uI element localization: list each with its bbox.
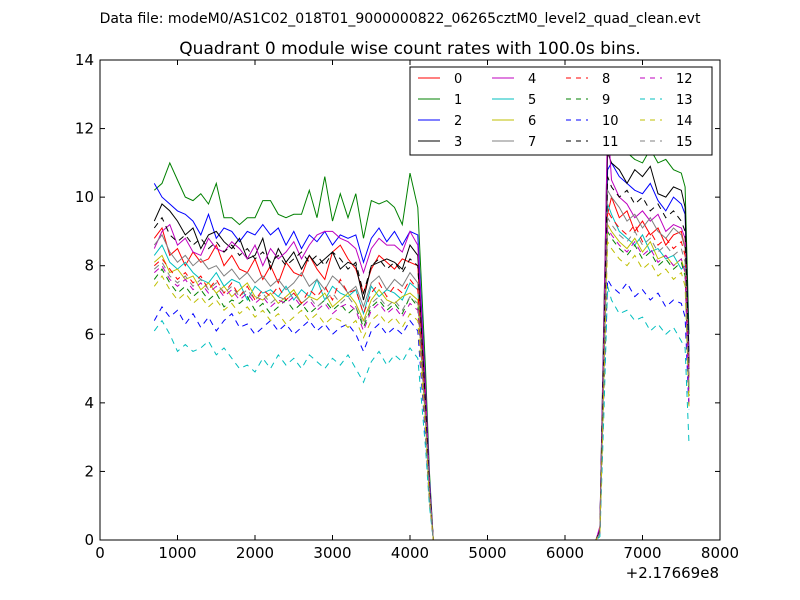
x-tick-label: 7000: [623, 544, 661, 562]
series-line-8: [153, 209, 690, 540]
series-line-14: [153, 239, 690, 540]
y-tick-label: 12: [75, 120, 94, 138]
x-tick-label: 3000: [313, 544, 351, 562]
x-tick-label: 8000: [701, 544, 739, 562]
y-tick-label: 2: [84, 462, 94, 480]
legend-label-7: 7: [528, 135, 536, 150]
x-tick-label: 5000: [468, 544, 506, 562]
legend-label-2: 2: [454, 114, 462, 129]
chart-suptitle: Data file: modeM0/AS1C02_018T01_90000008…: [100, 11, 701, 27]
y-tick-label: 0: [84, 531, 94, 549]
legend-label-4: 4: [528, 72, 536, 87]
series-layer: [153, 118, 690, 540]
series-line-9: [153, 229, 690, 540]
series-line-10: [153, 277, 690, 540]
x-tick-label: 0: [95, 544, 105, 562]
legend-label-14: 14: [676, 114, 693, 129]
x-tick-label: 2000: [236, 544, 274, 562]
legend-label-0: 0: [454, 72, 462, 87]
y-tick-label: 14: [75, 51, 94, 69]
legend-label-12: 12: [676, 72, 693, 87]
chart-title: Quadrant 0 module wise count rates with …: [179, 39, 640, 59]
y-tick-label: 10: [75, 188, 94, 206]
legend-label-8: 8: [602, 72, 610, 87]
y-tick-label: 4: [84, 394, 94, 412]
series-line-11: [153, 176, 690, 540]
legend-label-13: 13: [676, 93, 693, 108]
x-tick-label: 4000: [391, 544, 429, 562]
x-tick-label: 1000: [158, 544, 196, 562]
y-tick-label: 6: [84, 325, 94, 343]
series-line-6: [153, 222, 690, 540]
legend-label-5: 5: [528, 93, 536, 108]
series-line-7: [153, 188, 690, 540]
x-tick-label: 6000: [546, 544, 584, 562]
x-axis-offset-label: +2.17669e8: [626, 564, 719, 582]
legend-label-11: 11: [602, 135, 619, 150]
legend-label-10: 10: [602, 114, 619, 129]
y-tick-label: 8: [84, 257, 94, 275]
legend-label-15: 15: [676, 135, 693, 150]
series-line-12: [153, 226, 690, 540]
legend-label-9: 9: [602, 93, 610, 108]
legend-label-3: 3: [454, 135, 462, 150]
ticks-layer: 0 1000 2000 3000 4000 5000 6000 7000 80000246810…: [75, 51, 739, 562]
series-line-15: [153, 215, 690, 540]
series-line-13: [153, 286, 690, 540]
legend-label-6: 6: [528, 114, 536, 129]
series-line-3: [153, 152, 690, 540]
legend-label-1: 1: [454, 93, 462, 108]
legend-frame: [409, 66, 713, 156]
